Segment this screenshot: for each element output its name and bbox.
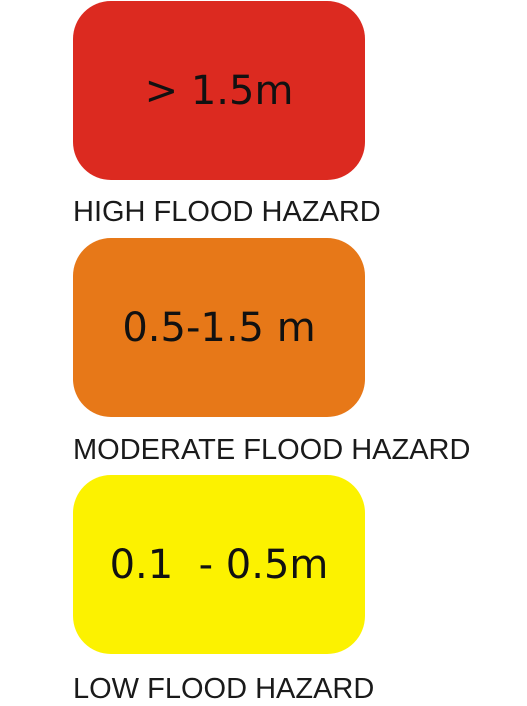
- low-hazard-swatch: 0.1 - 0.5m: [73, 475, 365, 654]
- low-hazard-label: LOW FLOOD HAZARD: [73, 673, 375, 705]
- high-hazard-swatch: > 1.5m: [73, 1, 365, 180]
- high-hazard-depth: > 1.5m: [144, 67, 294, 114]
- moderate-hazard-swatch: 0.5-1.5 m: [73, 238, 365, 417]
- high-hazard-label: HIGH FLOOD HAZARD: [73, 196, 381, 228]
- moderate-hazard-label: MODERATE FLOOD HAZARD: [73, 434, 471, 466]
- moderate-hazard-depth: 0.5-1.5 m: [122, 304, 316, 351]
- low-hazard-depth: 0.1 - 0.5m: [109, 541, 329, 588]
